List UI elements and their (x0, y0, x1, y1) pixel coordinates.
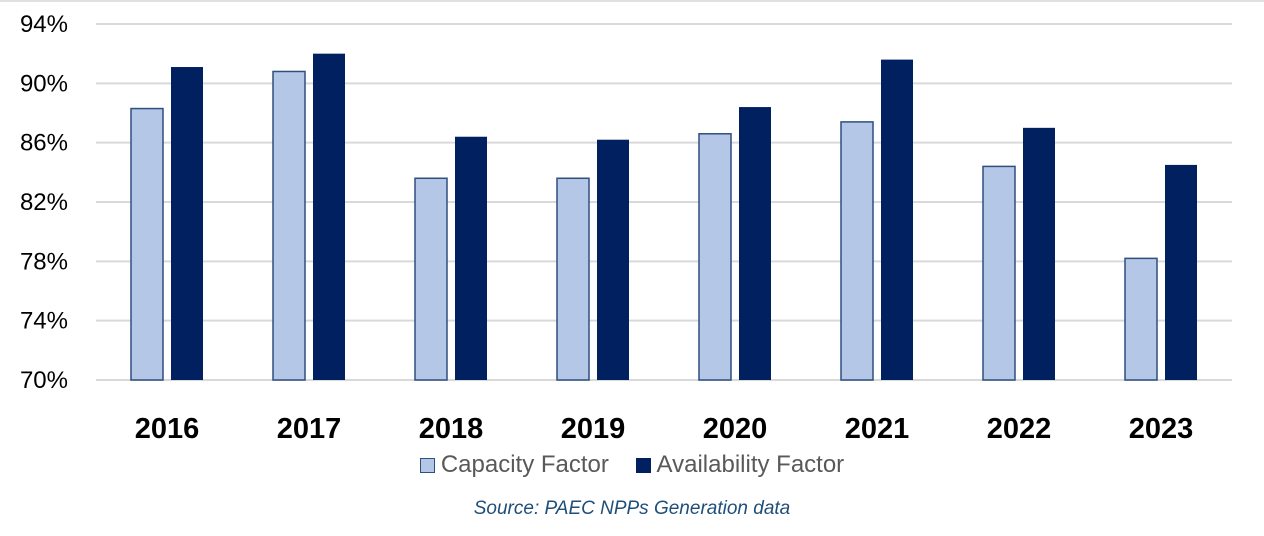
y-tick-label: 86% (20, 130, 68, 157)
legend-swatch-availability (635, 457, 651, 473)
x-tick-label: 2017 (277, 413, 342, 445)
bar-availability-factor (1165, 164, 1197, 380)
y-tick-label: 82% (20, 189, 68, 216)
y-tick-label: 94% (20, 11, 68, 38)
y-tick-label: 70% (20, 367, 68, 394)
bar-availability-factor (739, 107, 771, 381)
bar-capacity-factor (414, 177, 448, 381)
x-tick-label: 2023 (1129, 413, 1194, 445)
bar-capacity-factor (556, 177, 590, 381)
bar-capacity-factor (1124, 257, 1158, 381)
y-tick-label: 90% (20, 70, 68, 97)
x-tick-label: 2022 (987, 413, 1052, 445)
legend-label: Capacity Factor (440, 451, 609, 478)
bar-capacity-factor (130, 107, 164, 381)
y-tick-label: 74% (20, 308, 68, 335)
source-note: Source: PAEC NPPs Generation data (473, 498, 791, 519)
x-tick-label: 2016 (135, 413, 200, 445)
bar-availability-factor (1023, 127, 1055, 380)
bar-capacity-factor (698, 133, 732, 381)
bar-availability-factor (171, 67, 203, 381)
bar-availability-factor (597, 139, 629, 380)
x-tick-label: 2019 (561, 413, 626, 445)
x-tick-label: 2018 (419, 413, 484, 445)
bar-capacity-factor (272, 70, 306, 381)
bar-availability-factor (313, 53, 345, 381)
bar-availability-factor (881, 59, 913, 380)
x-tick-label: 2021 (845, 413, 910, 445)
y-tick-label: 78% (20, 248, 68, 275)
bar-capacity-factor (982, 165, 1016, 381)
legend-item-capacity-factor: Capacity Factor (419, 451, 609, 479)
legend-item-availability-factor: Availability Factor (635, 451, 845, 479)
bar-capacity-factor (840, 121, 874, 381)
bar-availability-factor (455, 136, 487, 380)
legend-swatch-capacity (419, 457, 435, 473)
legend: Capacity Factor Availability Factor (0, 451, 1264, 480)
x-tick-label: 2020 (703, 413, 768, 445)
legend-label: Availability Factor (656, 451, 845, 478)
